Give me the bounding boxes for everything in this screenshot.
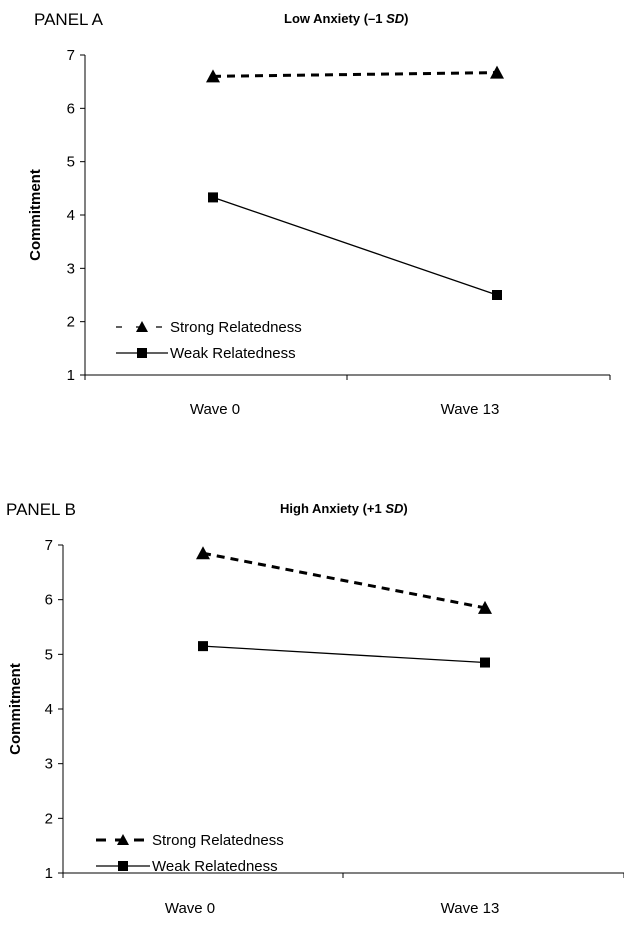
b-y-tick-label: 3 bbox=[45, 756, 53, 773]
a-y-tick-label: 3 bbox=[67, 260, 75, 277]
a-series-strong-line bbox=[212, 71, 498, 78]
b-weak-point bbox=[480, 657, 490, 668]
b-legend-label-strong: Strong Relatedness bbox=[152, 832, 284, 849]
a-legend-marker-weak bbox=[137, 348, 147, 358]
panel-b-title-emph: SD bbox=[385, 501, 404, 516]
a-weak-point bbox=[492, 290, 502, 300]
b-y-axis-label: Commitment bbox=[7, 663, 24, 755]
a-strong-point bbox=[206, 69, 220, 83]
a-y-axis-label: Commitment bbox=[27, 169, 44, 261]
b-y-tick-label: 1 bbox=[45, 865, 53, 882]
b-weak-point bbox=[198, 641, 208, 652]
b-series-strong-line bbox=[202, 551, 486, 610]
a-series-weak-line bbox=[212, 196, 498, 296]
a-weak-point bbox=[208, 192, 218, 203]
b-y-tick-label: 5 bbox=[45, 646, 53, 663]
panel-b-title-end: ) bbox=[403, 501, 408, 516]
panel-b-label: PANEL B bbox=[6, 500, 76, 519]
a-x-tick-label: Wave 0 bbox=[190, 401, 240, 418]
b-y-tick-label: 4 bbox=[45, 701, 53, 718]
b-x-tick-label: Wave 0 bbox=[165, 900, 215, 917]
b-legend-label-weak: Weak Relatedness bbox=[152, 858, 278, 875]
panel-a-chart: 1 2 3 4 5 6 7 Wave 0 Wave 13 Commitment Strong Rel… bbox=[27, 47, 611, 418]
b-strong-point bbox=[196, 546, 210, 560]
panel-a-title: Low Anxiety (–1 SD) bbox=[284, 11, 409, 26]
a-y-tick-label: 7 bbox=[67, 47, 75, 64]
b-legend-marker-strong bbox=[117, 834, 129, 845]
panel-a-title-main: Low Anxiety (–1 bbox=[284, 11, 387, 26]
b-series-weak-line bbox=[202, 645, 486, 664]
panel-a-label: PANEL A bbox=[34, 10, 103, 29]
a-y-tick-label: 1 bbox=[67, 367, 75, 384]
a-y-tick-label: 2 bbox=[67, 314, 75, 331]
b-y-tick-label: 6 bbox=[45, 592, 53, 609]
panel-a-title-end: ) bbox=[404, 11, 409, 26]
b-y-tick-label: 2 bbox=[45, 810, 53, 827]
panel-b-title-main: High Anxiety (+1 bbox=[280, 501, 386, 516]
b-x-tick-label: Wave 13 bbox=[441, 900, 500, 917]
a-y-tick-label: 4 bbox=[67, 207, 75, 224]
b-legend-marker-weak bbox=[118, 861, 128, 871]
a-legend-label-weak: Weak Relatedness bbox=[170, 345, 296, 362]
a-y-tick-label: 5 bbox=[67, 154, 75, 171]
panel-b-title: High Anxiety (+1 SD) bbox=[280, 501, 408, 516]
a-legend-marker-strong bbox=[136, 321, 148, 332]
a-y-tick-label: 6 bbox=[67, 100, 75, 117]
a-x-tick-label: Wave 13 bbox=[441, 401, 500, 418]
b-y-tick-label: 7 bbox=[45, 537, 53, 554]
panel-a-title-emph: SD bbox=[386, 11, 405, 26]
a-legend-label-strong: Strong Relatedness bbox=[170, 319, 302, 336]
b-strong-point bbox=[478, 600, 492, 614]
a-strong-point bbox=[490, 65, 504, 79]
